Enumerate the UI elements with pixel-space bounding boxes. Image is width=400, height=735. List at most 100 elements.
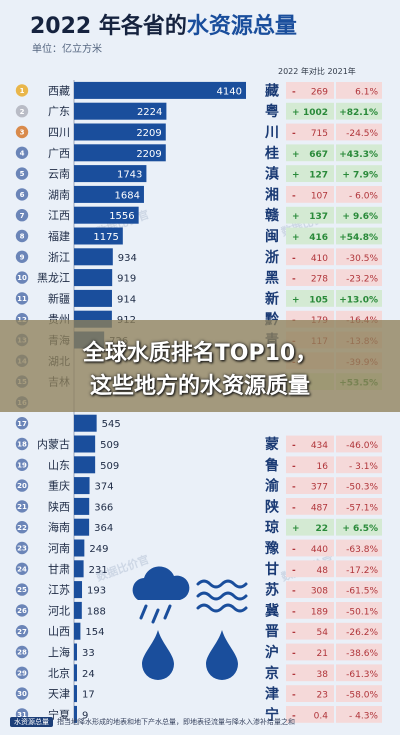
bar-value-label: 366 [94, 502, 113, 513]
diff-cell [286, 643, 334, 661]
diff-cell [286, 435, 334, 453]
bar-value-label: 2224 [137, 107, 162, 118]
bar-value-label: 374 [95, 482, 114, 493]
bar-value-label: 24 [82, 669, 95, 680]
diff-sign: - [292, 483, 296, 493]
rank-badge [15, 105, 29, 118]
bar-value-label: 1175 [93, 232, 118, 243]
bar [74, 560, 84, 578]
bar-value-label: 2209 [136, 149, 161, 160]
rank-number: 1 [20, 87, 25, 95]
rank-badge [15, 625, 29, 638]
pct-cell [336, 477, 382, 494]
diff-cell [286, 685, 334, 702]
diff-sign: - [292, 275, 296, 285]
province-abbr: 新 [265, 290, 279, 307]
rank-badge [15, 146, 29, 159]
bar-value-label: 188 [87, 606, 106, 617]
bar [74, 664, 77, 682]
rank-number: 7 [20, 212, 25, 220]
rank-badge [15, 417, 29, 430]
bar-value-label: 934 [118, 253, 137, 264]
pct-value: -17.2% [346, 566, 378, 576]
bar-value-label: 1556 [109, 211, 134, 222]
rank-number: 3 [20, 129, 25, 137]
bar-value-label: 249 [89, 544, 108, 555]
diff-cell [286, 206, 334, 224]
bar-value-label: 914 [117, 294, 136, 305]
bar-value-label: 509 [100, 461, 119, 472]
province-abbr: 豫 [265, 540, 279, 557]
unit-label: 单位：亿立方米 [32, 44, 102, 55]
province-abbr: 浙 [265, 249, 279, 266]
bar-value-label: 919 [117, 274, 136, 285]
pct-value: -58.0% [346, 691, 378, 701]
rank-number: 6 [20, 191, 25, 199]
rank-number: 24 [17, 565, 27, 573]
pct-value: - 6.0% [349, 191, 378, 201]
diff-value: 1002 [303, 108, 328, 118]
bar-value-label: 1684 [115, 190, 140, 201]
bar [74, 289, 112, 307]
diff-cell [286, 498, 334, 515]
pct-cell [336, 685, 382, 702]
diff-value: 22 [315, 524, 328, 534]
rank-badge [15, 604, 29, 617]
province-label: 河北 [48, 604, 70, 617]
diff-sign: - [292, 691, 296, 701]
pct-cell [336, 518, 382, 536]
pct-value: - 3.1% [349, 462, 378, 472]
diff-cell [286, 456, 334, 474]
diff-value: 440 [311, 545, 328, 555]
chart-title: 2022 年各省的水资源总量 [30, 8, 297, 40]
rank-badge [15, 541, 29, 555]
pct-value: -23.2% [346, 275, 378, 285]
rank-badge [15, 167, 29, 180]
diff-sign: - [292, 87, 296, 97]
rank-badge [15, 292, 29, 305]
province-label: 新疆 [48, 291, 70, 305]
rank-badge [15, 437, 29, 451]
diff-cell [286, 269, 334, 286]
rank-badge [15, 500, 29, 513]
rank-number: 30 [17, 690, 27, 698]
province-abbr: 沪 [265, 644, 279, 661]
pct-value: + 6.5% [342, 524, 378, 534]
water-drop-icon [206, 630, 238, 680]
pct-value: -46.0% [346, 441, 378, 451]
pct-value: -30.5% [346, 254, 378, 264]
diff-value: 107 [311, 191, 328, 201]
bar-value-label: 33 [82, 648, 95, 659]
bar [74, 518, 90, 536]
diff-value: 416 [309, 233, 328, 243]
province-abbr: 京 [265, 665, 279, 682]
bar [74, 206, 139, 224]
rank-number: 9 [20, 253, 25, 261]
bar [74, 81, 246, 99]
diff-cell [286, 664, 334, 682]
diff-sign: + [292, 212, 300, 222]
province-label: 西藏 [48, 84, 70, 97]
diff-cell [286, 539, 334, 557]
rank-number: 20 [17, 482, 27, 490]
province-abbr: 陕 [265, 498, 279, 515]
diff-cell [286, 581, 334, 598]
pct-cell [336, 643, 382, 661]
diff-cell [286, 622, 334, 640]
diff-value: 16 [317, 462, 329, 472]
diff-value: 38 [317, 670, 329, 680]
pct-value: -57.1% [346, 503, 378, 513]
headline-line-2: 这些地方的水资源质量 [89, 374, 310, 399]
province-abbr: 琼 [265, 519, 279, 536]
province-abbr: 宁 [265, 706, 279, 723]
diff-sign: - [292, 649, 296, 659]
rank-number: 21 [17, 503, 27, 511]
diff-cell [286, 102, 334, 120]
diff-value: 377 [311, 483, 328, 493]
bar-value-label: 364 [94, 523, 113, 534]
bar-value-label: 509 [100, 440, 119, 451]
rank-number: 28 [17, 649, 27, 657]
rank-number: 8 [20, 233, 25, 241]
headline-line-1: 全球水质排名TOP10， [82, 341, 318, 366]
